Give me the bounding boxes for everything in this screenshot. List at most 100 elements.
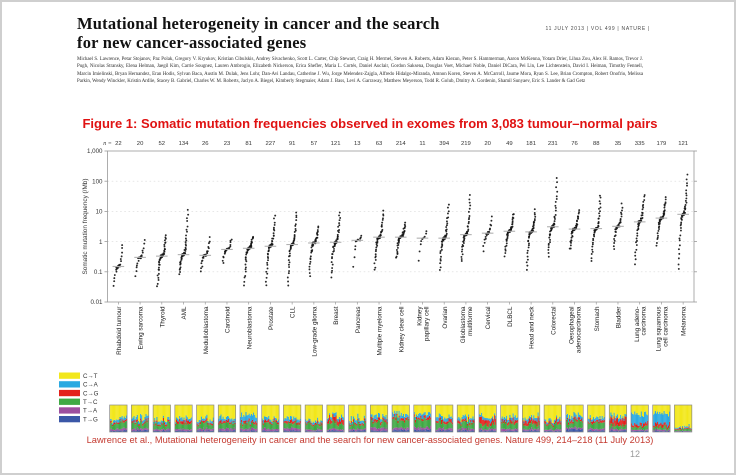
spectrum-slice xyxy=(602,430,604,432)
sample-dot xyxy=(615,231,617,233)
spectrum-slice xyxy=(617,422,620,427)
spectrum-slice xyxy=(655,413,658,424)
spectrum-slice xyxy=(231,428,233,432)
spectrum-slice xyxy=(686,427,688,429)
sample-dot xyxy=(636,234,639,237)
spectrum-slice xyxy=(397,430,399,432)
spectrum-slice xyxy=(381,423,383,428)
spectrum-slice xyxy=(581,405,583,417)
spectrum-slice xyxy=(595,405,597,418)
spectrum-slice xyxy=(319,430,321,432)
spectrum-slice xyxy=(380,425,382,429)
spectrum-slice xyxy=(592,431,595,432)
spectrum-slice xyxy=(413,416,415,427)
spectrum-slice xyxy=(447,405,449,418)
spectrum-slice xyxy=(264,427,267,431)
sample-dot xyxy=(250,238,253,241)
spectrum-slice xyxy=(264,405,267,417)
spectrum-slice xyxy=(599,422,601,429)
spectrum-slice xyxy=(167,430,169,432)
spectrum-slice xyxy=(153,424,155,426)
spectrum-slice xyxy=(534,429,536,432)
spectrum-slice xyxy=(451,422,453,425)
spectrum-slice xyxy=(200,431,203,432)
spectrum-slice xyxy=(396,410,398,414)
spectrum-slice xyxy=(472,416,474,420)
spectrum-slice xyxy=(383,418,385,421)
sample-dot xyxy=(504,248,507,251)
spectrum-slice xyxy=(249,425,251,430)
scatter-column: DLBCL xyxy=(503,213,516,327)
spectrum-slice xyxy=(538,429,540,431)
spectrum-slice xyxy=(222,428,224,431)
spectrum-slice xyxy=(514,405,516,416)
spectrum-box xyxy=(522,404,541,433)
spectrum-slice xyxy=(270,429,272,432)
spectrum-slice xyxy=(269,423,271,430)
spectrum-slice xyxy=(570,405,572,419)
spectrum-slice xyxy=(447,428,449,431)
spectrum-slice xyxy=(468,405,470,415)
spectrum-slice xyxy=(591,424,594,429)
spectrum-slice xyxy=(334,428,336,431)
spectrum-slice xyxy=(430,429,432,432)
sample-dot xyxy=(163,243,166,246)
spectrum-slice xyxy=(549,418,551,421)
spectrum-slice xyxy=(417,415,419,419)
sample-dot xyxy=(467,220,470,223)
sample-dot xyxy=(222,255,225,258)
spectrum-slice xyxy=(271,430,273,432)
spectrum-slice xyxy=(592,405,595,418)
spectrum-slice xyxy=(516,417,519,420)
spectrum-slice xyxy=(558,421,560,425)
spectrum-slice xyxy=(461,416,463,420)
sample-dot xyxy=(656,232,659,235)
spectrum-slice xyxy=(144,429,146,432)
spectrum-slice xyxy=(439,405,441,415)
n-value: 134 xyxy=(179,141,190,147)
spectrum-slice xyxy=(262,405,264,420)
spectrum-slice xyxy=(123,427,125,430)
sample-dot xyxy=(569,247,572,250)
sample-dot xyxy=(445,220,448,223)
spectrum-slice xyxy=(312,405,314,422)
spectrum-slice xyxy=(348,405,350,421)
spectrum-slice xyxy=(313,405,315,423)
spectrum-slice xyxy=(407,417,409,428)
spectrum-slice xyxy=(242,431,244,432)
spectrum-slice xyxy=(145,420,147,428)
spectrum-slice xyxy=(468,416,470,420)
spectrum-slice xyxy=(321,423,323,426)
spectrum-slice xyxy=(600,405,602,419)
spectrum-slice xyxy=(361,430,363,432)
n-value: 26 xyxy=(202,141,209,147)
spectrum-slice xyxy=(438,427,440,431)
spectrum-slice xyxy=(594,428,596,431)
spectrum-slice xyxy=(399,405,401,416)
spectrum-slice xyxy=(142,405,144,421)
spectrum-slice xyxy=(551,424,553,426)
spectrum-slice xyxy=(229,422,231,425)
spectrum-slice xyxy=(622,417,624,425)
spectrum-slice xyxy=(212,430,214,432)
scatter-column: Colorectal xyxy=(547,177,559,335)
spectrum-slice xyxy=(199,420,201,423)
spectrum-slice xyxy=(554,419,557,421)
spectrum-slice xyxy=(351,430,354,432)
spectrum-slice xyxy=(163,420,166,423)
spectrum-slice xyxy=(208,425,210,429)
spectrum-slice xyxy=(669,421,671,427)
cancer-type-label: DLBCL xyxy=(507,306,514,327)
spectrum-slice xyxy=(680,405,683,429)
spectrum-slice xyxy=(371,417,373,421)
spectrum-slice xyxy=(558,405,560,419)
spectrum-slice xyxy=(677,405,679,429)
spectrum-slice xyxy=(354,430,356,432)
spectrum-slice xyxy=(135,430,137,432)
sample-dot xyxy=(592,239,595,242)
spectrum-slice xyxy=(478,428,481,431)
spectrum-slice xyxy=(418,405,420,414)
spectrum-slice xyxy=(243,420,245,423)
spectrum-slice xyxy=(133,419,135,423)
spectrum-slice xyxy=(242,405,244,417)
